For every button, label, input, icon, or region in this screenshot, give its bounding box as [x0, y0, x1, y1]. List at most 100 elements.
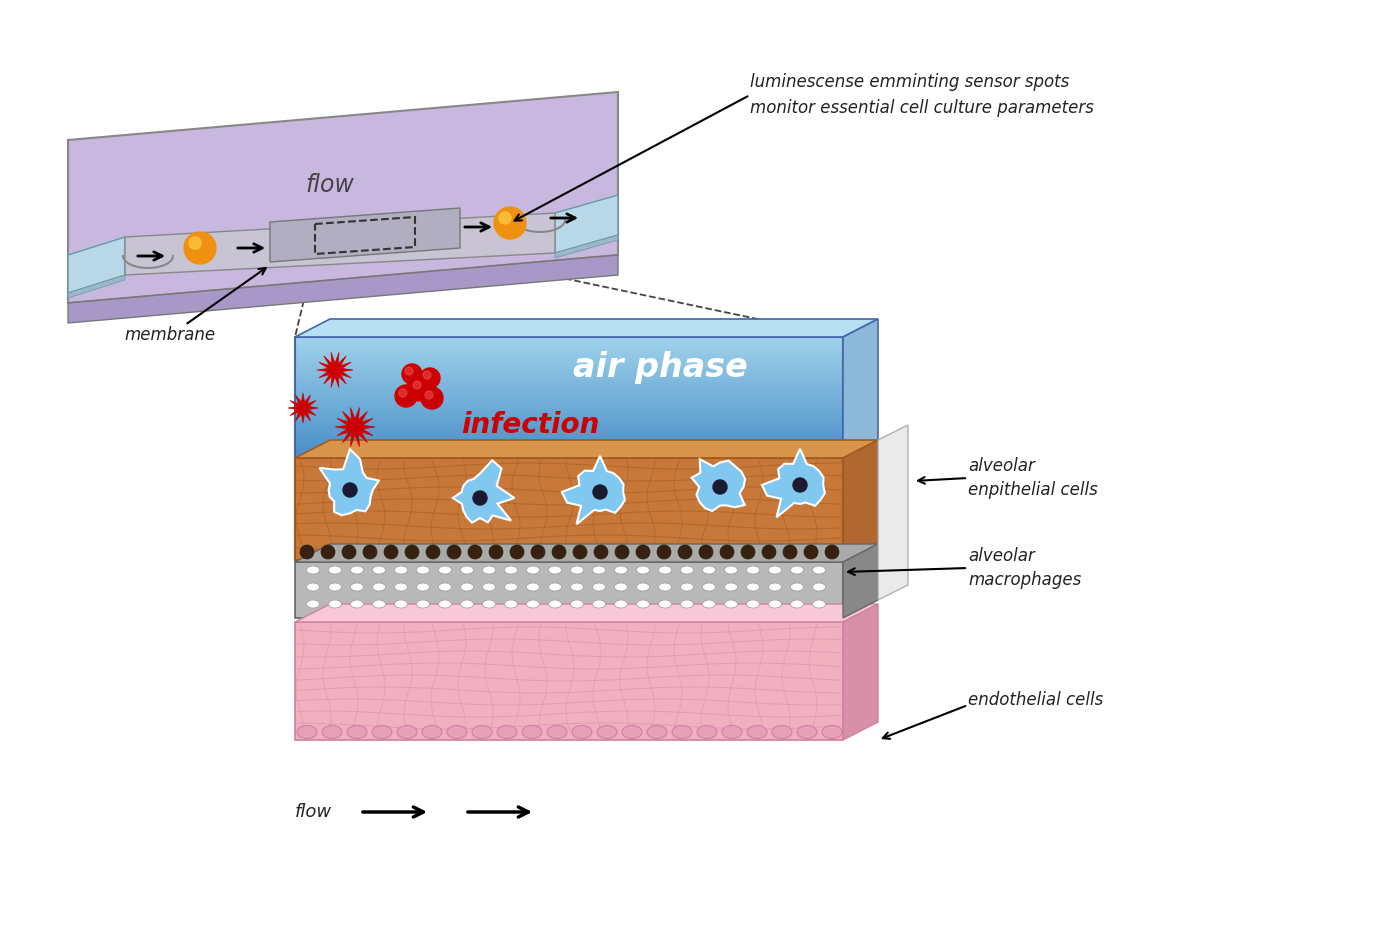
Ellipse shape	[526, 600, 539, 608]
Polygon shape	[294, 443, 843, 445]
Ellipse shape	[768, 583, 782, 591]
Ellipse shape	[394, 583, 407, 591]
Text: membrane: membrane	[125, 326, 215, 344]
Ellipse shape	[307, 600, 319, 608]
Polygon shape	[294, 377, 843, 379]
Ellipse shape	[329, 600, 342, 608]
Ellipse shape	[614, 600, 628, 608]
Text: flow: flow	[306, 173, 354, 197]
Polygon shape	[294, 437, 843, 440]
Polygon shape	[294, 352, 843, 355]
Ellipse shape	[614, 583, 628, 591]
Ellipse shape	[417, 600, 429, 608]
Ellipse shape	[307, 583, 319, 591]
Ellipse shape	[347, 725, 367, 738]
Ellipse shape	[439, 600, 451, 608]
Polygon shape	[294, 364, 843, 367]
Circle shape	[300, 545, 314, 559]
Circle shape	[421, 387, 443, 409]
Text: air phase: air phase	[572, 351, 747, 385]
Ellipse shape	[549, 566, 561, 574]
Ellipse shape	[681, 566, 693, 574]
Ellipse shape	[593, 566, 606, 574]
Polygon shape	[294, 398, 843, 401]
Ellipse shape	[350, 583, 364, 591]
Ellipse shape	[482, 566, 496, 574]
Ellipse shape	[504, 566, 518, 574]
Ellipse shape	[658, 566, 671, 574]
Ellipse shape	[447, 725, 467, 738]
Ellipse shape	[461, 600, 474, 608]
Polygon shape	[294, 367, 843, 370]
Polygon shape	[294, 379, 843, 382]
Ellipse shape	[322, 725, 342, 738]
Ellipse shape	[790, 566, 803, 574]
Circle shape	[657, 545, 671, 559]
Circle shape	[494, 207, 526, 239]
Circle shape	[783, 545, 797, 559]
Circle shape	[406, 367, 413, 375]
Polygon shape	[294, 604, 878, 622]
Polygon shape	[294, 401, 843, 404]
Polygon shape	[294, 413, 843, 416]
Circle shape	[489, 545, 503, 559]
Circle shape	[510, 545, 524, 559]
Polygon shape	[294, 445, 843, 449]
Ellipse shape	[397, 725, 417, 738]
Circle shape	[636, 545, 650, 559]
Polygon shape	[294, 406, 843, 409]
Ellipse shape	[636, 566, 650, 574]
Circle shape	[804, 545, 818, 559]
Polygon shape	[294, 394, 843, 398]
Ellipse shape	[658, 600, 671, 608]
Ellipse shape	[350, 566, 364, 574]
Polygon shape	[294, 391, 843, 394]
Polygon shape	[68, 92, 618, 303]
Ellipse shape	[772, 725, 792, 738]
Ellipse shape	[822, 725, 842, 738]
Circle shape	[713, 480, 726, 494]
Ellipse shape	[746, 583, 760, 591]
Ellipse shape	[482, 600, 496, 608]
Ellipse shape	[417, 566, 429, 574]
Ellipse shape	[725, 583, 738, 591]
Ellipse shape	[790, 583, 803, 591]
Ellipse shape	[636, 583, 650, 591]
Ellipse shape	[482, 583, 496, 591]
Circle shape	[407, 375, 433, 401]
Circle shape	[426, 545, 440, 559]
Ellipse shape	[329, 566, 342, 574]
Ellipse shape	[394, 566, 407, 574]
Ellipse shape	[813, 583, 825, 591]
Polygon shape	[68, 237, 125, 293]
Polygon shape	[294, 404, 843, 406]
Circle shape	[447, 545, 461, 559]
Polygon shape	[294, 449, 843, 452]
Polygon shape	[294, 370, 843, 374]
Ellipse shape	[350, 600, 364, 608]
Ellipse shape	[461, 566, 474, 574]
Ellipse shape	[422, 725, 442, 738]
Ellipse shape	[747, 725, 767, 738]
Ellipse shape	[504, 583, 518, 591]
Polygon shape	[294, 418, 843, 421]
Circle shape	[574, 545, 588, 559]
Text: flow: flow	[294, 803, 332, 821]
Polygon shape	[878, 425, 908, 600]
Ellipse shape	[504, 600, 518, 608]
Ellipse shape	[614, 566, 628, 574]
Polygon shape	[843, 319, 878, 458]
Ellipse shape	[622, 725, 642, 738]
Polygon shape	[319, 449, 379, 515]
Ellipse shape	[439, 566, 451, 574]
Ellipse shape	[703, 600, 715, 608]
Polygon shape	[294, 337, 843, 340]
Ellipse shape	[526, 583, 539, 591]
Circle shape	[406, 545, 419, 559]
Ellipse shape	[725, 600, 738, 608]
Circle shape	[793, 478, 807, 492]
Polygon shape	[294, 358, 843, 362]
Polygon shape	[453, 460, 514, 523]
Ellipse shape	[372, 583, 386, 591]
Polygon shape	[294, 382, 843, 386]
